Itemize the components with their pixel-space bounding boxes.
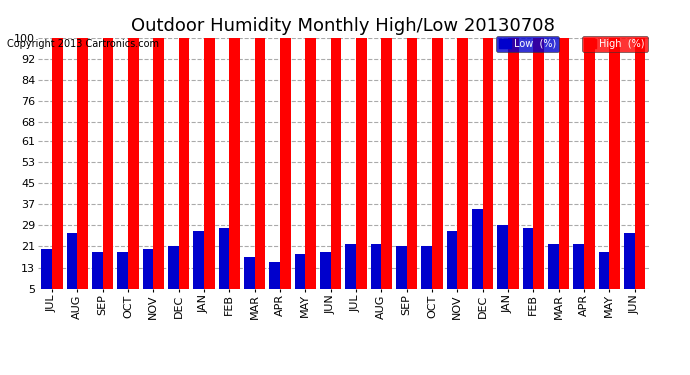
Bar <box>219 228 229 302</box>
Bar <box>153 38 164 302</box>
Bar <box>472 209 482 302</box>
Bar <box>204 38 215 302</box>
Bar <box>280 38 290 302</box>
Bar <box>117 252 128 302</box>
Bar <box>92 252 103 302</box>
Bar <box>533 38 544 302</box>
Bar <box>573 244 584 302</box>
Bar <box>193 231 204 302</box>
Bar <box>584 38 595 302</box>
Bar <box>609 38 620 302</box>
Bar <box>356 38 366 302</box>
Bar <box>432 38 442 302</box>
Bar <box>548 244 559 302</box>
Bar <box>422 246 432 302</box>
Bar <box>522 228 533 302</box>
Bar <box>624 233 635 302</box>
Legend: High  (%): High (%) <box>582 36 648 52</box>
Bar <box>66 233 77 302</box>
Bar <box>103 38 113 302</box>
Bar <box>295 254 305 302</box>
Bar <box>635 38 645 302</box>
Bar <box>371 244 382 302</box>
Bar <box>77 38 88 302</box>
Bar <box>255 38 265 302</box>
Bar <box>128 38 139 302</box>
Title: Outdoor Humidity Monthly High/Low 20130708: Outdoor Humidity Monthly High/Low 201307… <box>131 16 555 34</box>
Bar <box>168 246 179 302</box>
Bar <box>320 252 331 302</box>
Bar <box>497 225 508 302</box>
Bar <box>143 249 153 302</box>
Bar <box>446 231 457 302</box>
Bar <box>406 38 417 302</box>
Bar <box>52 38 63 302</box>
Text: Copyright 2013 Cartronics.com: Copyright 2013 Cartronics.com <box>7 39 159 50</box>
Bar <box>345 244 356 302</box>
Bar <box>331 38 342 302</box>
Bar <box>41 249 52 302</box>
Bar <box>599 252 609 302</box>
Bar <box>559 38 569 302</box>
Bar <box>382 38 392 302</box>
Bar <box>457 38 468 302</box>
Bar <box>305 38 316 302</box>
Bar <box>244 257 255 302</box>
Bar <box>396 246 406 302</box>
Bar <box>229 38 240 302</box>
Bar <box>482 38 493 302</box>
Bar <box>508 38 519 302</box>
Bar <box>269 262 280 302</box>
Bar <box>179 38 189 302</box>
